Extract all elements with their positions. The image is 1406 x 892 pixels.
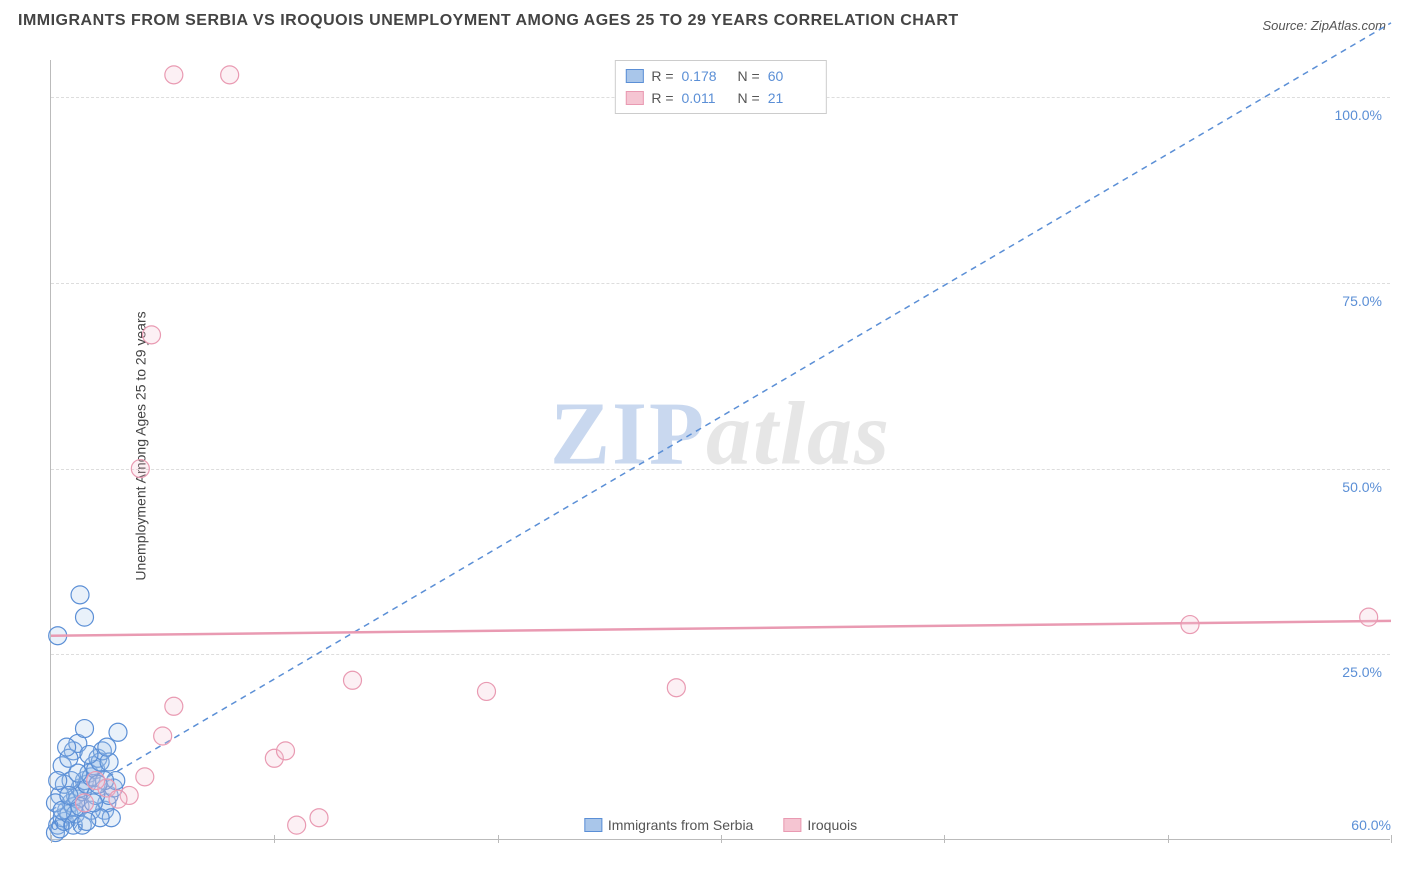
data-point: [143, 326, 161, 344]
data-point: [76, 794, 94, 812]
source-label: Source: ZipAtlas.com: [1262, 18, 1386, 33]
x-tick: [274, 835, 275, 843]
data-point: [58, 738, 76, 756]
data-point: [76, 720, 94, 738]
data-point: [344, 671, 362, 689]
data-point: [136, 768, 154, 786]
y-tick-label: 100.0%: [1335, 107, 1382, 123]
x-tick: [944, 835, 945, 843]
legend-item: Immigrants from Serbia: [584, 817, 753, 833]
legend-n-label: N =: [738, 68, 760, 84]
x-tick: [1391, 835, 1392, 843]
data-point: [80, 746, 98, 764]
data-point: [1181, 616, 1199, 634]
legend-swatch: [783, 818, 801, 832]
x-tick: [1168, 835, 1169, 843]
x-tick: [51, 835, 52, 843]
plot-svg: [51, 60, 1390, 839]
legend-series-name: Iroquois: [807, 817, 857, 833]
y-tick-label: 50.0%: [1342, 479, 1382, 495]
x-tick: [498, 835, 499, 843]
legend-stats: R = 0.178 N = 60 R = 0.011 N = 21: [614, 60, 826, 114]
data-point: [76, 608, 94, 626]
x-tick-label: 0.0%: [51, 817, 83, 833]
legend-r-label: R =: [651, 68, 673, 84]
y-tick-label: 25.0%: [1342, 664, 1382, 680]
legend-series-name: Immigrants from Serbia: [608, 817, 753, 833]
legend-r-value: 0.011: [682, 90, 730, 106]
data-point: [478, 682, 496, 700]
legend-n-label: N =: [738, 90, 760, 106]
data-point: [667, 679, 685, 697]
data-point: [277, 742, 295, 760]
legend-series: Immigrants from Serbia Iroquois: [584, 817, 857, 833]
legend-n-value: 21: [768, 90, 816, 106]
plot-area: ZIPatlas R =0.178N =60R =0.011N =21 Immi…: [50, 60, 1390, 840]
legend-r-value: 0.178: [682, 68, 730, 84]
legend-swatch: [625, 69, 643, 83]
legend-stat-row: R = 0.011 N = 21: [625, 87, 815, 109]
data-point: [109, 790, 127, 808]
data-point: [310, 809, 328, 827]
trend-line: [51, 23, 1391, 810]
data-point: [109, 723, 127, 741]
legend-stat-row: R = 0.178 N = 60: [625, 65, 815, 87]
legend-swatch: [584, 818, 602, 832]
data-point: [165, 66, 183, 84]
data-point: [288, 816, 306, 834]
legend-n-value: 60: [768, 68, 816, 84]
data-point: [131, 460, 149, 478]
legend-swatch: [625, 91, 643, 105]
data-point: [71, 586, 89, 604]
legend-item: Iroquois: [783, 817, 857, 833]
x-tick-label: 60.0%: [1351, 817, 1391, 833]
y-tick-label: 75.0%: [1342, 293, 1382, 309]
data-point: [69, 764, 87, 782]
data-point: [165, 697, 183, 715]
chart-title: IMMIGRANTS FROM SERBIA VS IROQUOIS UNEMP…: [18, 12, 959, 30]
chart-container: IMMIGRANTS FROM SERBIA VS IROQUOIS UNEMP…: [0, 0, 1406, 892]
legend-r-label: R =: [651, 90, 673, 106]
x-tick: [721, 835, 722, 843]
data-point: [49, 772, 67, 790]
data-point: [98, 738, 116, 756]
data-point: [221, 66, 239, 84]
data-point: [87, 772, 105, 790]
data-point: [1360, 608, 1378, 626]
data-point: [154, 727, 172, 745]
